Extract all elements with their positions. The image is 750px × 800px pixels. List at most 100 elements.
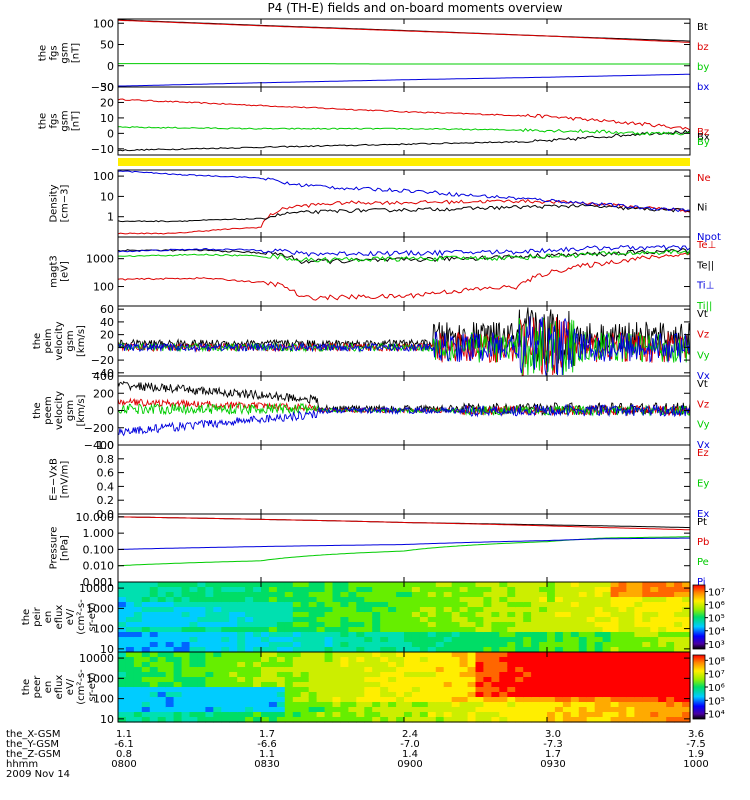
heatmap-cell	[245, 672, 254, 678]
y-axis-label: sr-eV)	[87, 602, 98, 631]
heatmap-cell	[427, 627, 437, 633]
heatmap-cell	[515, 642, 524, 648]
heatmap-cell	[189, 677, 198, 683]
heatmap-cell	[308, 707, 318, 713]
heatmap-cell	[332, 612, 341, 618]
legend-entry: Npot	[697, 232, 721, 243]
heatmap-cell	[626, 592, 635, 598]
heatmap-cell	[507, 707, 516, 713]
heatmap-cell	[356, 697, 365, 703]
heatmap-cell	[610, 697, 620, 703]
heatmap-cell	[118, 632, 127, 638]
heatmap-cell	[507, 717, 516, 723]
heatmap-cell	[292, 707, 302, 713]
ephemeris-value: 1.4	[402, 749, 418, 760]
heatmap-cell	[531, 607, 540, 613]
heatmap-cell	[261, 592, 270, 598]
heatmap-cell	[173, 587, 183, 593]
heatmap-cell	[419, 697, 429, 703]
heatmap-cell	[388, 682, 397, 688]
heatmap-cell	[658, 672, 667, 678]
heatmap-cell	[165, 602, 175, 608]
heatmap-cell	[348, 687, 357, 693]
heatmap-cell	[332, 582, 341, 588]
heatmap-cell	[459, 662, 469, 668]
heatmap-cell	[554, 692, 564, 698]
heatmap-cell	[562, 597, 572, 603]
y-axis-label: [nT]	[71, 111, 82, 131]
heatmap-cell	[157, 697, 167, 703]
heatmap-cell	[133, 672, 143, 678]
heatmap-cell	[626, 702, 635, 708]
heatmap-cell	[626, 597, 635, 603]
heatmap-cell	[380, 607, 389, 613]
heatmap-cell	[602, 712, 612, 718]
heatmap-cell	[562, 582, 572, 588]
heatmap-cell	[388, 692, 397, 698]
heatmap-cell	[388, 697, 397, 703]
heatmap-cell	[404, 652, 413, 658]
heatmap-cell	[372, 642, 381, 648]
heatmap-cell	[197, 682, 206, 688]
heatmap-cell	[674, 672, 683, 678]
heatmap-cell	[523, 592, 532, 598]
heatmap-cell	[261, 712, 270, 718]
heatmap-cell	[380, 657, 389, 663]
heatmap-cell	[634, 712, 643, 718]
heatmap-cell	[308, 617, 318, 623]
heatmap-cell	[237, 632, 246, 638]
heatmap-cell	[276, 672, 286, 678]
heatmap-cell	[443, 597, 453, 603]
heatmap-cell	[173, 612, 183, 618]
heatmap-cell	[586, 687, 596, 693]
heatmap-cell	[133, 622, 143, 628]
heatmap-cell	[610, 597, 620, 603]
heatmap-cell	[547, 597, 556, 603]
heatmap-cell	[364, 657, 373, 663]
heatmap-cell	[292, 717, 302, 723]
heatmap-cell	[396, 712, 405, 718]
y-axis-label: eV/	[65, 678, 76, 695]
heatmap-cell	[602, 652, 612, 658]
heatmap-cell	[642, 592, 651, 598]
heatmap-cell	[578, 702, 588, 708]
heatmap-cell	[189, 637, 198, 643]
heatmap-cell	[253, 702, 262, 708]
heatmap-cell	[268, 587, 278, 593]
heatmap-cell	[261, 682, 270, 688]
heatmap-cell	[507, 697, 516, 703]
heatmap-cell	[578, 662, 588, 668]
y-axis-label: the	[21, 679, 32, 695]
heatmap-cell	[594, 717, 604, 723]
heatmap-cell	[237, 692, 246, 698]
heatmap-cell	[443, 682, 453, 688]
heatmap-cell	[539, 587, 548, 593]
heatmap-cell	[316, 592, 326, 598]
heatmap-cell	[316, 607, 326, 613]
heatmap-cell	[682, 637, 691, 643]
heatmap-cell	[165, 657, 175, 663]
heatmap-cell	[133, 607, 143, 613]
heatmap-cell	[658, 637, 667, 643]
heatmap-cell	[364, 602, 373, 608]
heatmap-cell	[276, 667, 286, 673]
heatmap-cell	[261, 622, 270, 628]
heatmap-cell	[570, 702, 580, 708]
heatmap-cell	[261, 632, 270, 638]
heatmap-cell	[165, 642, 175, 648]
heatmap-cell	[682, 627, 691, 633]
heatmap-cell	[491, 667, 500, 673]
heatmap-cell	[380, 632, 389, 638]
heatmap-cell	[642, 647, 651, 653]
heatmap-cell	[419, 667, 429, 673]
heatmap-cell	[364, 712, 373, 718]
heatmap-cell	[308, 672, 318, 678]
heatmap-cell	[118, 697, 127, 703]
heatmap-cell	[237, 612, 246, 618]
y-axis-label: the	[38, 45, 49, 61]
heatmap-cell	[570, 622, 580, 628]
heatmap-cell	[451, 642, 461, 648]
heatmap-cell	[642, 707, 651, 713]
heatmap-cell	[610, 652, 620, 658]
